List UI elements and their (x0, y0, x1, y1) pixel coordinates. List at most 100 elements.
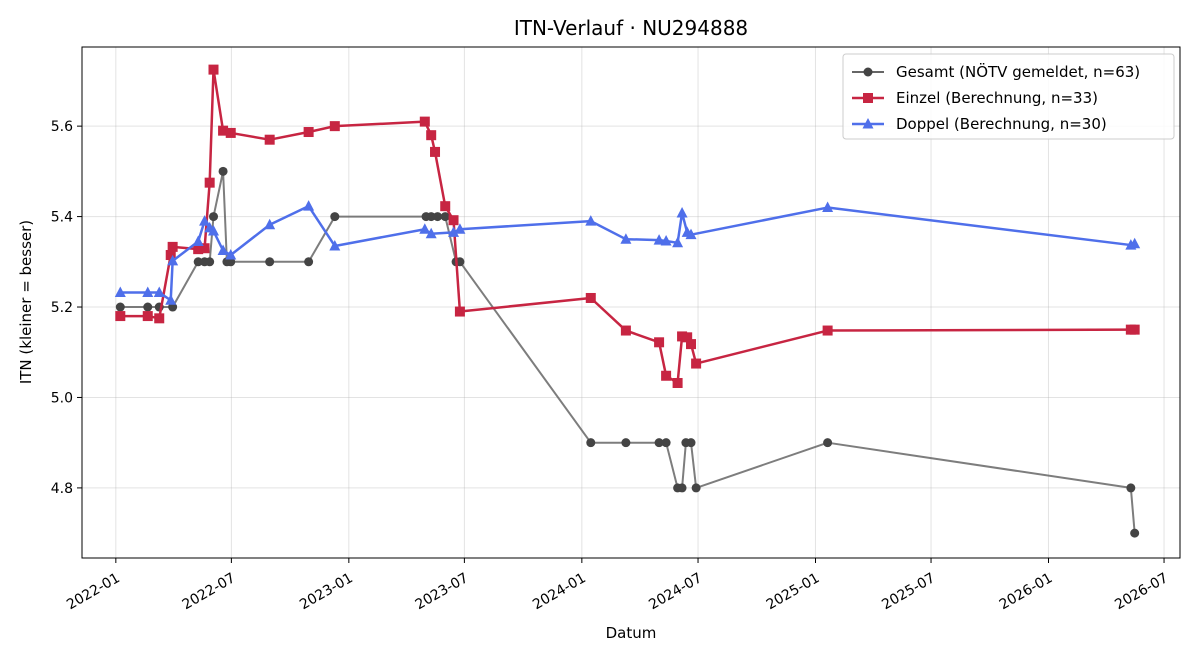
x-axis-label: Datum (606, 624, 657, 642)
data-point (686, 438, 696, 448)
y-tick-label: 5.0 (51, 390, 73, 406)
x-tick-label: 2024-01 (530, 570, 589, 613)
x-tick-label: 2025-07 (879, 570, 938, 613)
data-point (661, 438, 671, 448)
data-point (822, 201, 834, 213)
x-tick-label: 2025-01 (764, 570, 823, 613)
data-point (208, 64, 219, 75)
data-point (440, 201, 451, 212)
data-point (115, 302, 125, 312)
data-point (226, 257, 236, 267)
data-point (419, 223, 431, 234)
data-point (143, 302, 153, 312)
data-point (1126, 483, 1136, 493)
data-point (685, 228, 697, 240)
data-point (620, 233, 632, 244)
data-point (672, 236, 684, 248)
data-point (676, 206, 688, 218)
data-point (193, 244, 204, 255)
data-point (153, 286, 165, 298)
data-point (660, 234, 672, 246)
data-point (205, 257, 215, 267)
data-point (823, 438, 833, 448)
data-point (204, 177, 215, 188)
data-point (165, 250, 176, 261)
data-point (329, 121, 340, 132)
y-axis-label: ITN (kleiner = besser) (17, 220, 35, 384)
data-point (265, 257, 275, 267)
data-point (419, 116, 430, 127)
data-point (330, 212, 340, 222)
data-point (654, 337, 665, 348)
data-point (168, 302, 178, 312)
data-point (115, 311, 126, 322)
data-point (199, 215, 211, 226)
data-point (433, 212, 443, 222)
legend-box (842, 53, 1175, 140)
data-point (303, 127, 314, 138)
data-point (682, 332, 693, 343)
x-tick-label: 2026-07 (1112, 570, 1171, 613)
data-point (329, 239, 341, 251)
data-point (677, 331, 688, 342)
data-point (430, 146, 441, 157)
data-point (661, 370, 672, 381)
data-point (264, 218, 276, 230)
data-point (208, 225, 220, 236)
y-tick-label: 5.6 (51, 119, 73, 135)
data-point (1130, 528, 1140, 538)
data-point (225, 249, 237, 260)
data-point (225, 127, 236, 138)
x-tick-label: 2026-01 (997, 570, 1056, 613)
x-tick-label: 2023-01 (297, 570, 356, 613)
series-3 (114, 200, 1141, 305)
data-point (167, 254, 179, 266)
data-point (154, 313, 165, 324)
data-point (303, 200, 315, 211)
legend-marker (862, 118, 874, 129)
data-point (426, 212, 436, 222)
data-point (217, 244, 229, 255)
data-point (621, 438, 631, 448)
data-point (672, 377, 683, 388)
data-point (586, 438, 596, 448)
y-tick-label: 5.2 (51, 300, 73, 316)
data-point (454, 306, 465, 317)
grid (82, 47, 1180, 558)
plot-frame (81, 46, 1181, 559)
data-point (677, 483, 687, 493)
data-point (218, 166, 228, 176)
data-point (1129, 237, 1141, 249)
data-point (167, 241, 178, 252)
data-point (142, 311, 153, 322)
series-2 (115, 64, 1140, 388)
data-point (192, 235, 204, 246)
legend-marker (863, 67, 873, 77)
data-point (199, 243, 210, 254)
data-point (193, 257, 203, 267)
data-point (304, 257, 314, 267)
data-point (264, 134, 275, 145)
data-point (585, 215, 597, 226)
data-point (218, 125, 229, 136)
x-tick-label: 2022-07 (180, 570, 239, 613)
data-point (448, 226, 460, 237)
legend-label: Doppel (Berechnung, n=30) (896, 115, 1107, 133)
data-point (426, 130, 437, 141)
legend-label: Einzel (Berechnung, n=33) (896, 89, 1098, 107)
data-point (165, 294, 177, 305)
data-point (654, 438, 664, 448)
data-point (620, 325, 631, 336)
x-tick-label: 2023-07 (413, 570, 472, 613)
data-point (454, 223, 466, 234)
chart-title: ITN-Verlauf · NU294888 (514, 16, 748, 40)
data-point (114, 286, 126, 298)
data-point (691, 483, 701, 493)
data-point (686, 339, 697, 350)
data-point (448, 215, 459, 226)
y-tick-label: 5.4 (51, 210, 73, 226)
legend-label: Gesamt (NÖTV gemeldet, n=63) (896, 62, 1140, 81)
x-tick-label: 2022-01 (64, 570, 123, 613)
data-point (425, 227, 437, 239)
series-layer (114, 64, 1141, 538)
